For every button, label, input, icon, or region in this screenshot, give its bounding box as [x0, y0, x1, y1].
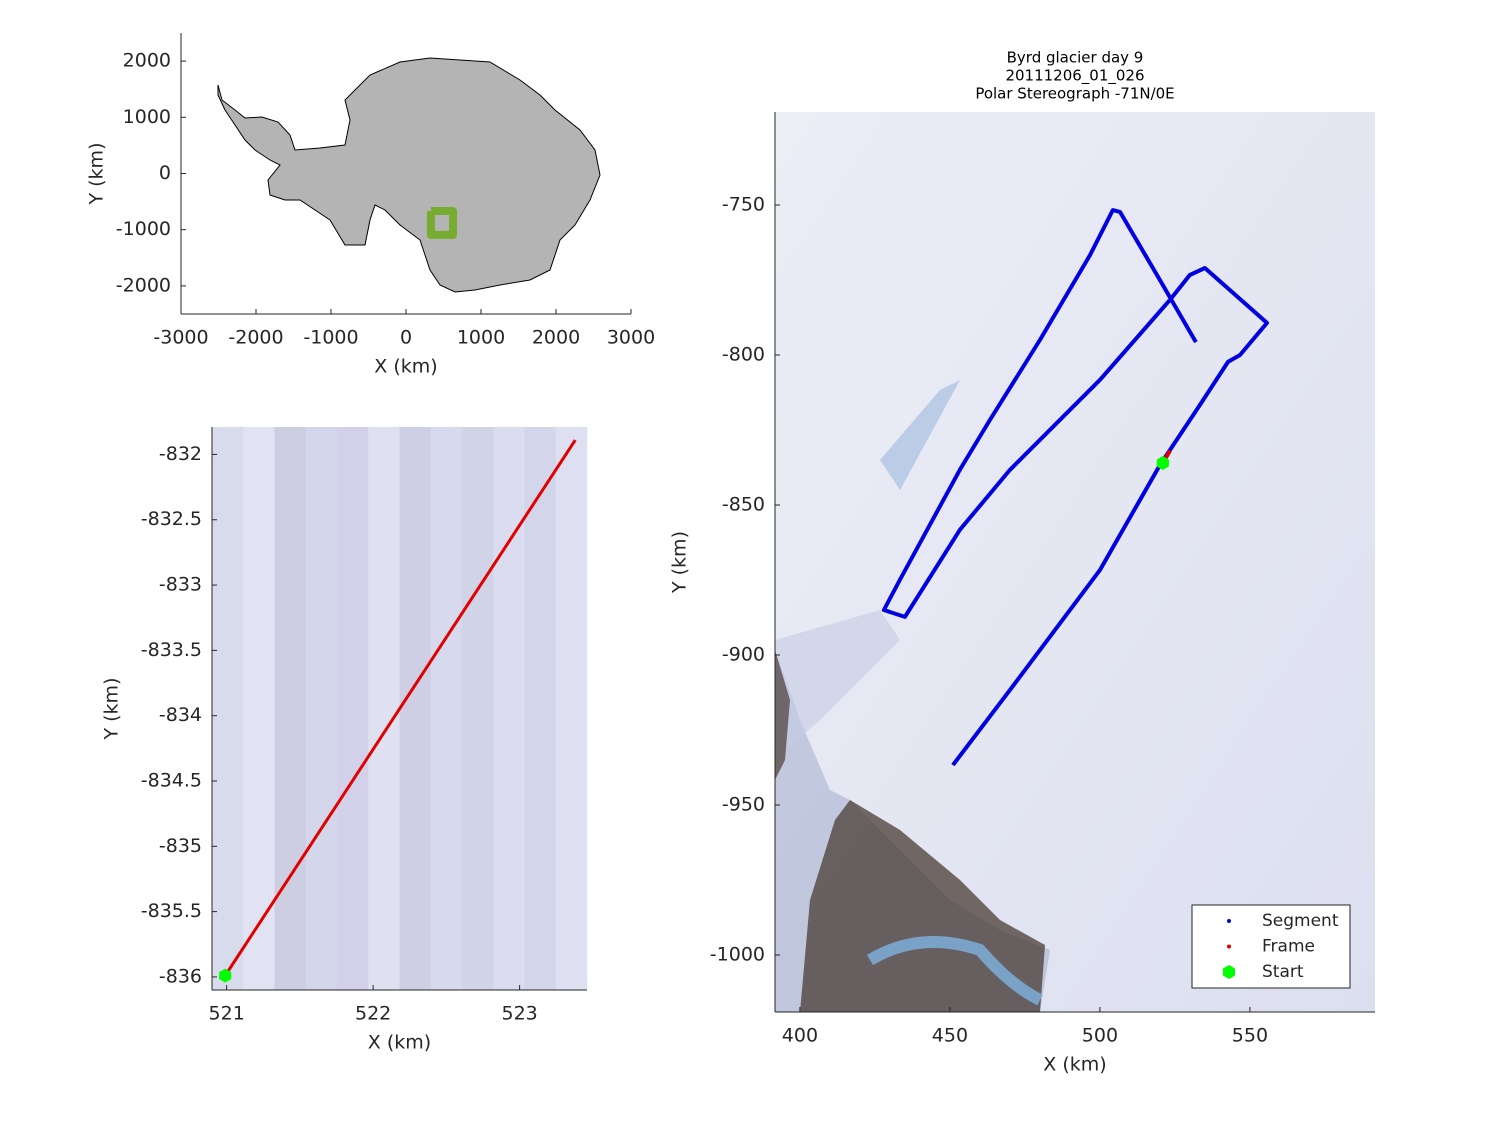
flight-line [426, 206, 458, 239]
legend-marker [1227, 944, 1231, 949]
image-stripe [524, 427, 556, 990]
image-stripe [493, 427, 525, 990]
x-tick-label: 3000 [607, 327, 655, 349]
y-tick-label: -750 [722, 194, 765, 216]
y-tick-label: -834 [159, 704, 202, 726]
x-tick-label: 523 [501, 1003, 537, 1025]
start-marker [1156, 455, 1169, 470]
y-axis-label: Y (km) [101, 678, 123, 741]
legend-box [1191, 904, 1351, 989]
y-axis-label: Y (km) [86, 143, 108, 206]
y-tick-label: -900 [722, 644, 765, 666]
image-stripe [555, 427, 588, 990]
image-stripe [212, 427, 244, 990]
x-tick-label: 521 [209, 1003, 245, 1025]
x-axis-label: X (km) [368, 1032, 431, 1054]
x-tick-label: -1000 [303, 327, 358, 349]
x-tick-label: -2000 [228, 327, 283, 349]
y-tick-label: -2000 [116, 274, 171, 296]
x-tick-label: 400 [782, 1025, 818, 1047]
start-marker [219, 968, 232, 983]
x-tick-label: 0 [400, 327, 412, 349]
legend-label: Segment [1262, 911, 1339, 931]
image-stripe [462, 427, 494, 990]
chart-title: 20111206_01_026 [1005, 67, 1144, 86]
y-tick-label: -835 [159, 835, 202, 857]
satellite-image [775, 112, 1375, 1012]
y-tick-label: -834.5 [141, 769, 202, 791]
y-tick-label: -1000 [710, 944, 765, 966]
plots: -3000 -2000 -1000 0 1000 2000 3000 -2000 -1000 0 1… [86, 33, 1375, 1076]
y-tick-label: -1000 [116, 218, 171, 240]
x-tick-label: 2000 [532, 327, 580, 349]
image-stripe [368, 427, 400, 990]
y-tick-label: -833.5 [141, 639, 202, 661]
flight-line [881, 208, 1269, 767]
legend-marker [1227, 919, 1231, 923]
y-tick-label: 2000 [123, 50, 171, 72]
image-stripe [430, 427, 463, 990]
x-tick-label: 1000 [457, 327, 505, 349]
flight-line [223, 439, 577, 977]
x-axis-label: X (km) [374, 356, 437, 378]
x-tick-label: -3000 [153, 327, 208, 349]
y-tick-label: -835.5 [141, 900, 202, 922]
y-tick-label: -832 [159, 443, 202, 465]
zoom-image [212, 427, 588, 990]
y-tick-label: -850 [722, 494, 765, 516]
continent [217, 57, 601, 293]
legend-marker [1222, 965, 1236, 979]
y-tick-label: -832.5 [141, 508, 202, 530]
y-tick-label: -833 [159, 574, 202, 596]
chart-title: Byrd glacier day 9 [1007, 49, 1144, 67]
y-tick-label: 1000 [123, 106, 171, 128]
image-stripe [274, 427, 306, 990]
y-tick-label: 0 [159, 162, 171, 184]
x-tick-label: 500 [1082, 1025, 1118, 1047]
y-axis-label: Y (km) [669, 531, 691, 594]
y-tick-label: -950 [722, 794, 765, 816]
x-axis-label: X (km) [1043, 1054, 1106, 1076]
x-tick-label: 450 [932, 1025, 968, 1047]
chart-title: Polar Stereograph -71N/0E [975, 85, 1174, 103]
y-tick-label: -836 [159, 965, 202, 987]
y-tick-label: -800 [722, 344, 765, 366]
legend-label: Frame [1262, 937, 1315, 957]
image-stripe [305, 427, 338, 990]
image-stripe [337, 427, 369, 990]
x-tick-label: 550 [1232, 1025, 1268, 1047]
legend-label: Start [1262, 962, 1304, 982]
image-stripe [243, 427, 275, 990]
image-stripe [399, 427, 431, 990]
x-tick-label: 522 [355, 1003, 391, 1025]
